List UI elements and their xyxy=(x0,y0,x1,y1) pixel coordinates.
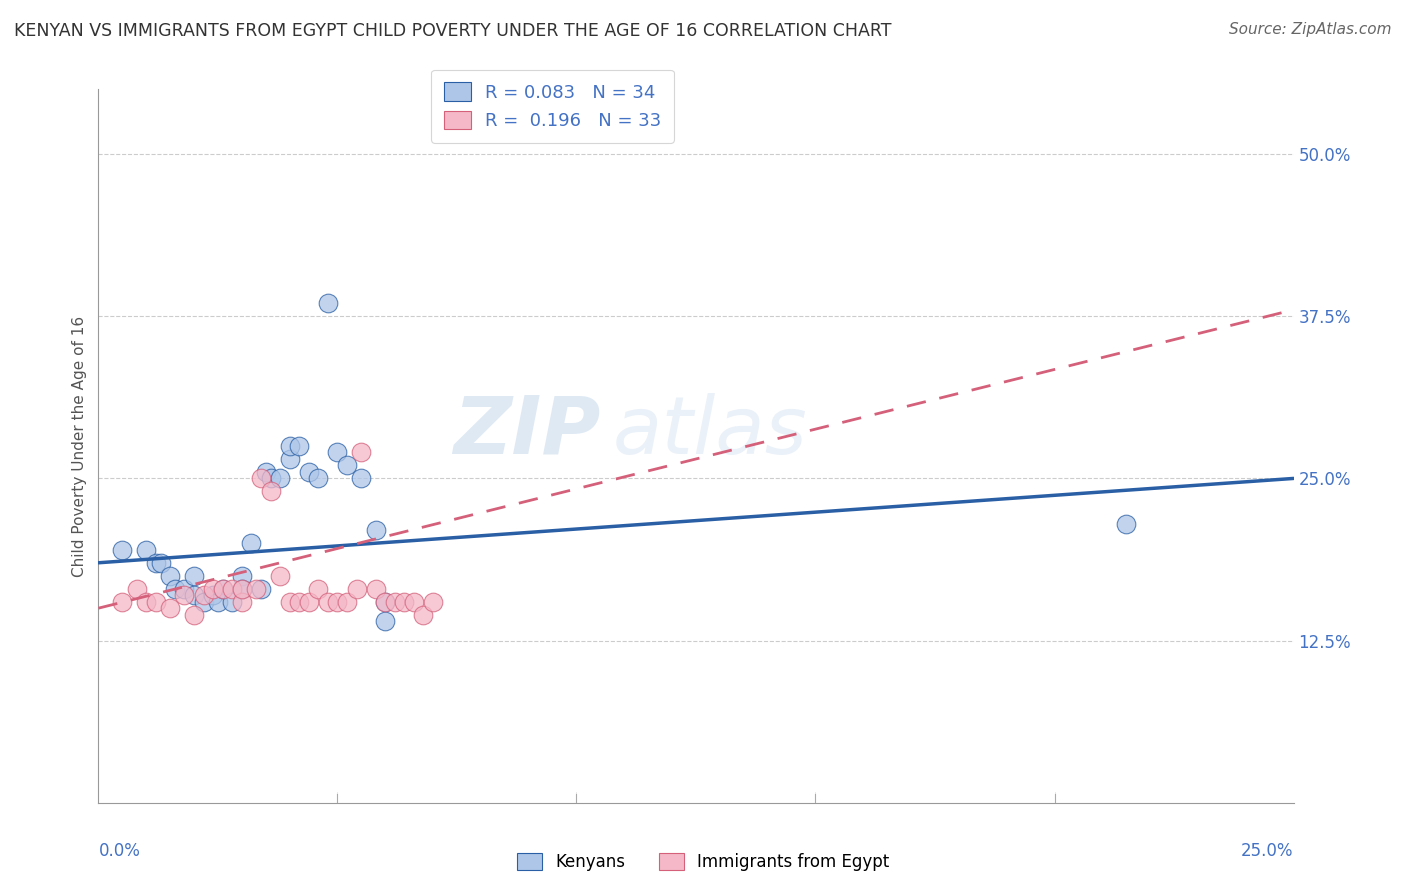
Point xyxy=(374,614,396,628)
Point xyxy=(250,582,273,596)
Point xyxy=(135,542,157,557)
Point xyxy=(394,595,416,609)
Point xyxy=(269,471,291,485)
Point xyxy=(125,582,148,596)
Point xyxy=(183,588,205,602)
Point xyxy=(278,439,301,453)
Text: atlas: atlas xyxy=(613,392,807,471)
Y-axis label: Child Poverty Under the Age of 16: Child Poverty Under the Age of 16 xyxy=(72,316,87,576)
Text: Source: ZipAtlas.com: Source: ZipAtlas.com xyxy=(1229,22,1392,37)
Point xyxy=(259,471,281,485)
Point xyxy=(173,582,195,596)
Point xyxy=(374,595,396,609)
Point xyxy=(336,595,359,609)
Point xyxy=(336,458,359,473)
Point xyxy=(145,595,167,609)
Point xyxy=(316,296,339,310)
Point xyxy=(231,582,253,596)
Point xyxy=(259,484,281,499)
Point xyxy=(364,524,387,538)
Point xyxy=(145,556,167,570)
Point xyxy=(193,595,215,609)
Point xyxy=(298,595,321,609)
Point xyxy=(350,471,373,485)
Point xyxy=(250,471,273,485)
Point xyxy=(111,542,134,557)
Point xyxy=(307,582,329,596)
Point xyxy=(183,568,205,582)
Point xyxy=(278,595,301,609)
Point xyxy=(288,595,311,609)
Text: 25.0%: 25.0% xyxy=(1241,842,1294,860)
Point xyxy=(269,568,291,582)
Point xyxy=(298,465,321,479)
Point xyxy=(412,607,434,622)
Point xyxy=(326,595,349,609)
Legend: R = 0.083   N = 34, R =  0.196   N = 33: R = 0.083 N = 34, R = 0.196 N = 33 xyxy=(432,70,673,143)
Point xyxy=(202,582,225,596)
Point xyxy=(231,582,253,596)
Point xyxy=(231,568,253,582)
Point xyxy=(422,595,444,609)
Point xyxy=(231,595,253,609)
Point xyxy=(254,465,277,479)
Point xyxy=(173,588,195,602)
Point xyxy=(111,595,134,609)
Point xyxy=(193,588,215,602)
Legend: Kenyans, Immigrants from Egypt: Kenyans, Immigrants from Egypt xyxy=(509,845,897,880)
Point xyxy=(384,595,406,609)
Point xyxy=(350,445,373,459)
Point xyxy=(149,556,172,570)
Point xyxy=(245,582,267,596)
Point xyxy=(326,445,349,459)
Point xyxy=(211,582,233,596)
Point xyxy=(307,471,329,485)
Point xyxy=(316,595,339,609)
Point xyxy=(374,595,396,609)
Point xyxy=(221,582,243,596)
Point xyxy=(211,582,233,596)
Text: 0.0%: 0.0% xyxy=(98,842,141,860)
Point xyxy=(364,582,387,596)
Point xyxy=(240,536,263,550)
Point xyxy=(1115,516,1137,531)
Point xyxy=(183,607,205,622)
Text: KENYAN VS IMMIGRANTS FROM EGYPT CHILD POVERTY UNDER THE AGE OF 16 CORRELATION CH: KENYAN VS IMMIGRANTS FROM EGYPT CHILD PO… xyxy=(14,22,891,40)
Point xyxy=(159,601,181,615)
Point xyxy=(402,595,425,609)
Point xyxy=(135,595,157,609)
Point xyxy=(159,568,181,582)
Point xyxy=(202,588,225,602)
Point xyxy=(207,595,229,609)
Point xyxy=(278,452,301,467)
Text: ZIP: ZIP xyxy=(453,392,600,471)
Point xyxy=(288,439,311,453)
Point xyxy=(221,595,243,609)
Point xyxy=(346,582,368,596)
Point xyxy=(163,582,186,596)
